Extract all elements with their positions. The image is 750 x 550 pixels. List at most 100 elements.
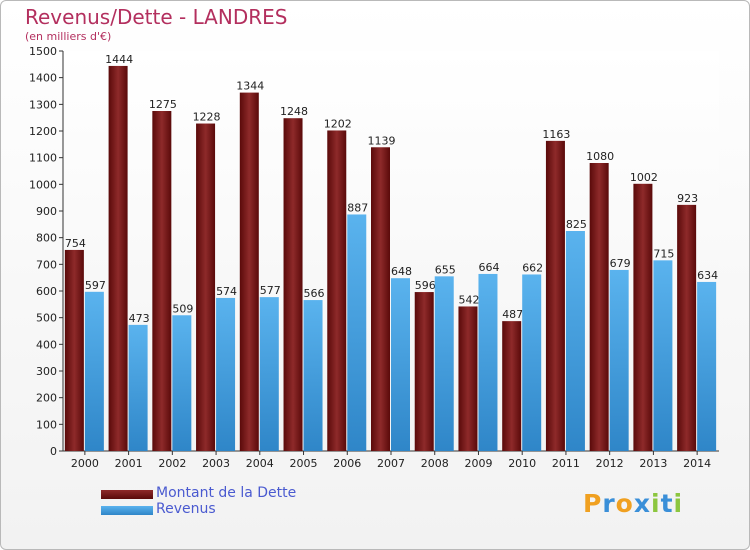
data-label-revenus: 473: [129, 312, 150, 325]
data-label-revenus: 634: [697, 269, 718, 282]
bar-revenus: [216, 297, 236, 451]
bar-debt: [196, 123, 216, 452]
x-tick-label: 2000: [71, 457, 99, 470]
y-tick-label: 1300: [29, 98, 57, 111]
bar-debt: [545, 140, 565, 451]
x-tick-label: 2009: [464, 457, 492, 470]
logo-letter: o: [615, 489, 634, 518]
y-tick-label: 1500: [29, 45, 57, 58]
y-tick-label: 900: [36, 205, 57, 218]
data-label-revenus: 648: [391, 265, 412, 278]
logo-letter: t: [660, 489, 674, 518]
bar-revenus: [609, 269, 629, 451]
data-label-debt: 1444: [105, 53, 133, 66]
y-tick-label: 0: [50, 445, 57, 458]
bar-debt: [108, 65, 128, 451]
logo-letter: x: [633, 489, 651, 518]
data-label-debt: 542: [458, 293, 479, 306]
bar-revenus: [697, 281, 717, 451]
data-label-debt: 1163: [542, 128, 570, 141]
data-label-debt: 1248: [280, 105, 308, 118]
y-tick-label: 400: [36, 338, 57, 351]
bar-debt: [239, 92, 259, 451]
y-tick-label: 1000: [29, 178, 57, 191]
bar-revenus: [391, 278, 410, 451]
x-tick-label: 2014: [683, 457, 711, 470]
data-label-revenus: 887: [347, 201, 368, 214]
y-tick-label: 600: [36, 285, 57, 298]
bar-debt: [458, 306, 478, 451]
x-tick-label: 2011: [552, 457, 580, 470]
data-label-debt: 1002: [630, 171, 658, 184]
bar-revenus: [259, 297, 279, 451]
logo-letter: i: [651, 489, 661, 518]
x-tick-label: 2005: [290, 457, 318, 470]
y-tick-label: 500: [36, 312, 57, 325]
data-label-revenus: 509: [172, 302, 193, 315]
bar-revenus: [653, 260, 673, 451]
proxiti-logo: Proxiti: [583, 489, 683, 518]
data-label-revenus: 664: [478, 261, 499, 274]
data-label-revenus: 577: [260, 284, 281, 297]
data-label-debt: 487: [502, 308, 523, 321]
x-tick-label: 2012: [596, 457, 624, 470]
data-label-revenus: 679: [610, 257, 631, 270]
data-label-revenus: 566: [304, 287, 325, 300]
y-tick-label: 1200: [29, 125, 57, 138]
bar-revenus: [565, 231, 585, 451]
logo-letter: P: [583, 489, 603, 518]
bar-debt: [152, 111, 172, 451]
legend-swatch-revenus: [101, 506, 153, 515]
bar-debt: [371, 147, 390, 451]
x-tick-label: 2002: [158, 457, 186, 470]
bar-debt: [64, 249, 84, 451]
x-tick-label: 2007: [377, 457, 405, 470]
data-label-debt: 1275: [149, 98, 177, 111]
legend-label-revenus: Revenus: [156, 501, 216, 517]
x-tick-label: 2004: [246, 457, 274, 470]
legend-label-debt: Montant de la Dette: [156, 485, 297, 501]
bar-debt: [502, 321, 522, 451]
data-label-debt: 1344: [236, 80, 264, 93]
legend-swatch-debt: [101, 490, 153, 499]
bar-revenus: [478, 273, 498, 451]
logo-letter: r: [602, 489, 616, 518]
y-tick-label: 1100: [29, 152, 57, 165]
y-tick-label: 300: [36, 365, 57, 378]
chart-subtitle: (en milliers d'€): [25, 30, 112, 43]
bar-revenus: [128, 324, 148, 451]
data-label-debt: 923: [677, 192, 698, 205]
data-label-revenus: 662: [522, 261, 543, 274]
data-label-debt: 1228: [193, 111, 221, 124]
bar-revenus: [522, 274, 542, 451]
x-tick-label: 2006: [333, 457, 361, 470]
y-tick-label: 1400: [29, 72, 57, 85]
bar-revenus: [303, 300, 323, 451]
data-label-debt: 754: [65, 237, 86, 250]
chart-title: Revenus/Dette - LANDRES: [25, 5, 288, 29]
bar-revenus: [434, 276, 454, 451]
x-tick-label: 2013: [639, 457, 667, 470]
logo-letter: i: [673, 489, 684, 518]
bar-revenus: [172, 315, 192, 451]
bar-debt: [327, 130, 347, 451]
bar-debt: [414, 292, 434, 451]
bar-chart: 0 100 200 300 400 500 600 700 800 900 1000 1100 1200…: [29, 45, 719, 470]
bar-debt: [589, 163, 609, 451]
data-label-debt: 1080: [586, 150, 614, 163]
y-tick-label: 800: [36, 232, 57, 245]
data-label-debt: 596: [415, 279, 436, 292]
bar-debt: [283, 118, 303, 451]
data-label-revenus: 574: [216, 285, 237, 298]
data-label-debt: 1139: [368, 134, 396, 147]
x-tick-label: 2001: [115, 457, 143, 470]
bar-revenus: [84, 291, 104, 451]
y-tick-label: 200: [36, 392, 57, 405]
data-label-revenus: 655: [435, 263, 456, 276]
data-label-debt: 1202: [324, 117, 352, 130]
bar-debt: [633, 183, 653, 452]
x-tick-label: 2008: [421, 457, 449, 470]
y-tick-label: 100: [36, 418, 57, 431]
x-tick-label: 2010: [508, 457, 536, 470]
